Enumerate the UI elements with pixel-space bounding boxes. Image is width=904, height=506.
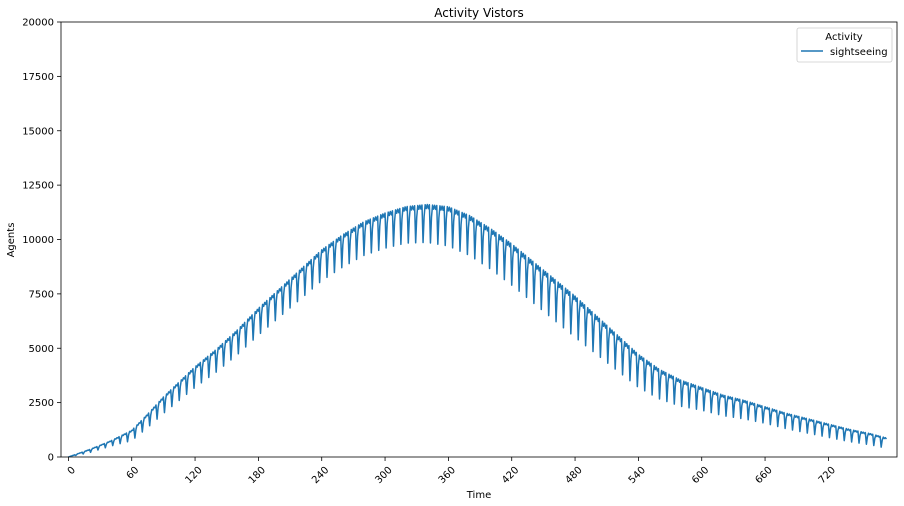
legend-box [796,27,893,63]
y-tick-label: 2500 [29,398,54,409]
plot-frame [60,21,898,458]
y-tick-label: 10000 [22,235,54,246]
x-axis-label: Time [466,490,491,501]
y-tick-label: 15000 [22,126,54,137]
y-axis-label: Agents [6,223,17,258]
legend: Activity sightseeing [796,27,893,63]
y-axis: 0 2500 5000 7500 10000 12500 15000 17500 20000 [22,18,61,464]
legend-title: Activity [825,32,862,43]
y-tick-label: 12500 [22,181,54,192]
chart-title: Activity Vistors [434,6,523,20]
y-tick-label: 7500 [29,289,54,300]
y-tick-label: 17500 [22,72,54,83]
y-tick-label: 5000 [29,344,54,355]
series-line-sightseeing [68,203,888,457]
y-tick-label: 20000 [22,18,54,29]
legend-label-sightseeing: sightseeing [830,47,888,58]
y-tick-label: 0 [48,453,54,464]
